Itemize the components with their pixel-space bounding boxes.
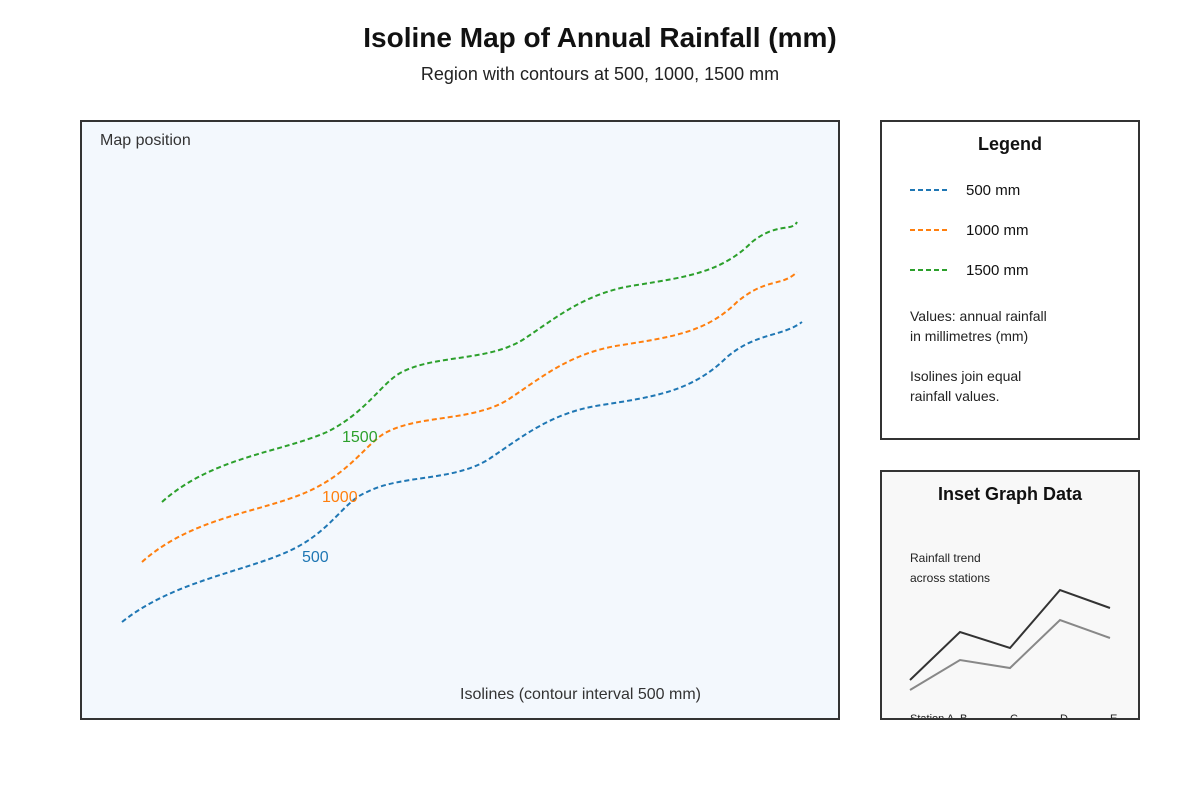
inset-note: Rainfall trend across stations bbox=[910, 548, 990, 588]
isoline-label-500: 500 bbox=[302, 549, 329, 566]
isoline-label-1500: 1500 bbox=[342, 429, 378, 446]
legend-isolines-note: Isolines join equal rainfall values. bbox=[910, 366, 1021, 406]
inset-x-tick-label: E bbox=[1110, 713, 1117, 718]
legend-label: 1000 mm bbox=[966, 221, 1029, 239]
map-caption: Isolines (contour interval 500 mm) bbox=[460, 686, 701, 703]
legend-swatch-1000 bbox=[910, 229, 948, 231]
legend-note-line: rainfall values. bbox=[910, 388, 1000, 404]
legend-label: 500 mm bbox=[966, 181, 1021, 199]
inset-x-tick-label: Station A bbox=[910, 713, 955, 718]
legend-units-note: Values: annual rainfall in millimetres (… bbox=[910, 306, 1047, 346]
isoline-1500 bbox=[161, 221, 798, 503]
inset-title: Inset Graph Data bbox=[937, 484, 1083, 504]
page-subtitle: Region with contours at 500, 1000, 1500 … bbox=[420, 64, 780, 84]
inset-line-chart: Station A B C D E bbox=[909, 588, 1117, 718]
inset-graph-panel: Inset Graph Data Rainfall trend across s… bbox=[880, 470, 1140, 720]
inset-note-line: across stations bbox=[910, 571, 991, 585]
map-position-label: Map position bbox=[100, 132, 191, 149]
inset-x-tick-label: B bbox=[960, 713, 967, 718]
legend-item-500: 500 mm bbox=[910, 180, 1020, 200]
isoline-map-panel[interactable]: 500 1000 1500 Map position Isolines (con… bbox=[80, 120, 840, 720]
legend-label: 1500 mm bbox=[966, 261, 1029, 279]
isoline-1000 bbox=[141, 271, 798, 563]
legend-swatch-500 bbox=[910, 189, 948, 191]
legend-item-1000: 1000 mm bbox=[910, 220, 1029, 240]
inset-x-tick-label: D bbox=[1060, 713, 1068, 718]
legend-note-line: Isolines join equal bbox=[910, 368, 1022, 384]
isoline-label-1000: 1000 bbox=[322, 489, 358, 506]
inset-x-tick-label: C bbox=[1010, 713, 1018, 718]
isoline-500 bbox=[121, 321, 803, 623]
inset-series-line-2 bbox=[909, 618, 1111, 691]
legend-panel: Legend 500 mm 1000 mm 1500 mm Values: an… bbox=[880, 120, 1140, 440]
legend-note-line: in millimetres (mm) bbox=[910, 328, 1029, 344]
inset-note-line: Rainfall trend bbox=[910, 551, 981, 565]
legend-item-1500: 1500 mm bbox=[910, 260, 1029, 280]
legend-note-line: Values: annual rainfall bbox=[910, 308, 1047, 324]
legend-swatch-1500 bbox=[910, 269, 948, 271]
isoline-map: 500 1000 1500 bbox=[121, 221, 803, 623]
legend-title: Legend bbox=[977, 134, 1042, 154]
page-title: Isoline Map of Annual Rainfall (mm) bbox=[363, 22, 837, 53]
inset-series-line-1 bbox=[909, 588, 1111, 681]
